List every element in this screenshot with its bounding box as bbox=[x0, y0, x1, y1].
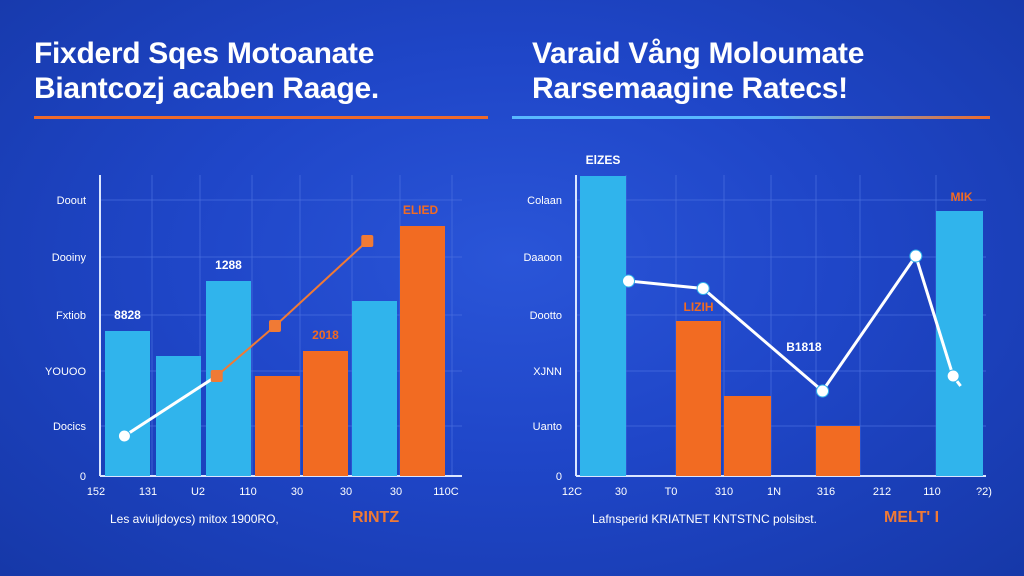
left-x-tick-label: 30 bbox=[291, 486, 303, 498]
right-bar bbox=[816, 426, 860, 476]
left-series-line bbox=[123, 374, 218, 438]
left-bar-data-label: 8828 bbox=[114, 308, 141, 322]
right-y-tick-label: Daaoon bbox=[523, 252, 562, 264]
right-y-tick-label: XJNN bbox=[533, 366, 562, 378]
right-title-line-2: Rarsemaagine Ratecs! bbox=[532, 72, 848, 105]
right-bar-data-label: ElZES bbox=[586, 153, 621, 167]
left-bar bbox=[156, 356, 201, 476]
left-series-point bbox=[361, 235, 374, 247]
left-bar-data-label: 1288 bbox=[215, 258, 242, 272]
right-title-line-1: Varaid Vång Moloumate bbox=[532, 37, 865, 70]
right-x-tick-label: ?2) bbox=[976, 486, 992, 498]
left-bar-data-label: ELIED bbox=[403, 203, 439, 217]
right-series-point bbox=[622, 274, 636, 288]
right-y-tick-label: Uanto bbox=[533, 421, 562, 433]
left-series-point bbox=[269, 320, 281, 332]
left-x-tick-label: 30 bbox=[390, 486, 402, 498]
left-y-tick-label: Fxtiob bbox=[56, 310, 86, 322]
right-x-axis-label: Lafnsperid KRIATNET KNTSTNC polsibst. bbox=[592, 512, 817, 526]
left-title-line-1: Fixderd Sqes Motoanate bbox=[34, 37, 375, 70]
left-title-line-2: Biantcozj acaben Raage. bbox=[34, 72, 379, 105]
left-x-tick-label: 131 bbox=[139, 486, 157, 498]
right-bar-data-label: LIZIH bbox=[684, 300, 714, 314]
right-x-tick-label: 12C bbox=[562, 486, 582, 498]
right-series-point bbox=[946, 369, 960, 383]
right-x-tick-label: 212 bbox=[873, 486, 891, 498]
right-bar bbox=[580, 176, 626, 476]
left-chart-title: Fixderd Sqes Motoanate Biantcozj acaben … bbox=[34, 36, 379, 106]
left-x-tick-label: U2 bbox=[191, 486, 205, 498]
left-y-tick-label: Doout bbox=[57, 195, 86, 207]
right-title-underline bbox=[512, 116, 990, 119]
right-annotation: B1818 bbox=[786, 340, 822, 354]
right-x-tick-label: 316 bbox=[817, 486, 835, 498]
right-x-tick-label: 1N bbox=[767, 486, 781, 498]
right-x-tick-label: 110 bbox=[923, 486, 941, 498]
left-bar-data-label: 2018 bbox=[312, 328, 339, 342]
left-x-tick-label: 30 bbox=[340, 486, 352, 498]
left-x-tick-label: 110 bbox=[239, 486, 257, 498]
right-bar bbox=[676, 321, 721, 476]
right-x-tick-label: T0 bbox=[665, 486, 678, 498]
right-series-point bbox=[696, 282, 710, 295]
left-y-tick-label: YOUOO bbox=[45, 366, 86, 378]
left-y-tick-label: 0 bbox=[80, 471, 86, 483]
left-bar bbox=[105, 331, 150, 476]
left-y-tick-label: Dooiny bbox=[52, 252, 87, 264]
right-series-point bbox=[909, 249, 923, 263]
left-bar bbox=[400, 226, 445, 476]
right-series-point bbox=[816, 384, 830, 398]
left-bar bbox=[303, 351, 348, 476]
left-series-point bbox=[210, 370, 223, 382]
right-x-tick-label: 310 bbox=[715, 486, 733, 498]
right-y-tick-label: Colaan bbox=[527, 195, 562, 207]
left-x-tick-label: 110C bbox=[433, 486, 459, 498]
right-bar bbox=[724, 396, 771, 476]
left-x-tick-label: 152 bbox=[87, 486, 105, 498]
right-chart-title: Varaid Vång Moloumate Rarsemaagine Ratec… bbox=[532, 36, 864, 106]
right-x-axis-accent-label: MELT' I bbox=[884, 509, 940, 526]
right-bar-data-label: MIK bbox=[951, 190, 973, 204]
left-x-axis-label: Les aviuljdoycs) mitox 1900RO, bbox=[110, 512, 279, 526]
right-y-tick-label: 0 bbox=[556, 471, 562, 483]
left-bar bbox=[352, 301, 397, 476]
right-y-tick-label: Dootto bbox=[530, 310, 562, 322]
left-bar bbox=[255, 376, 300, 476]
left-x-axis-accent-label: RINTZ bbox=[352, 509, 400, 526]
right-x-tick-label: 30 bbox=[615, 486, 627, 498]
left-y-tick-label: Docics bbox=[53, 421, 87, 433]
left-title-underline bbox=[34, 116, 488, 119]
left-series-point bbox=[117, 429, 131, 443]
